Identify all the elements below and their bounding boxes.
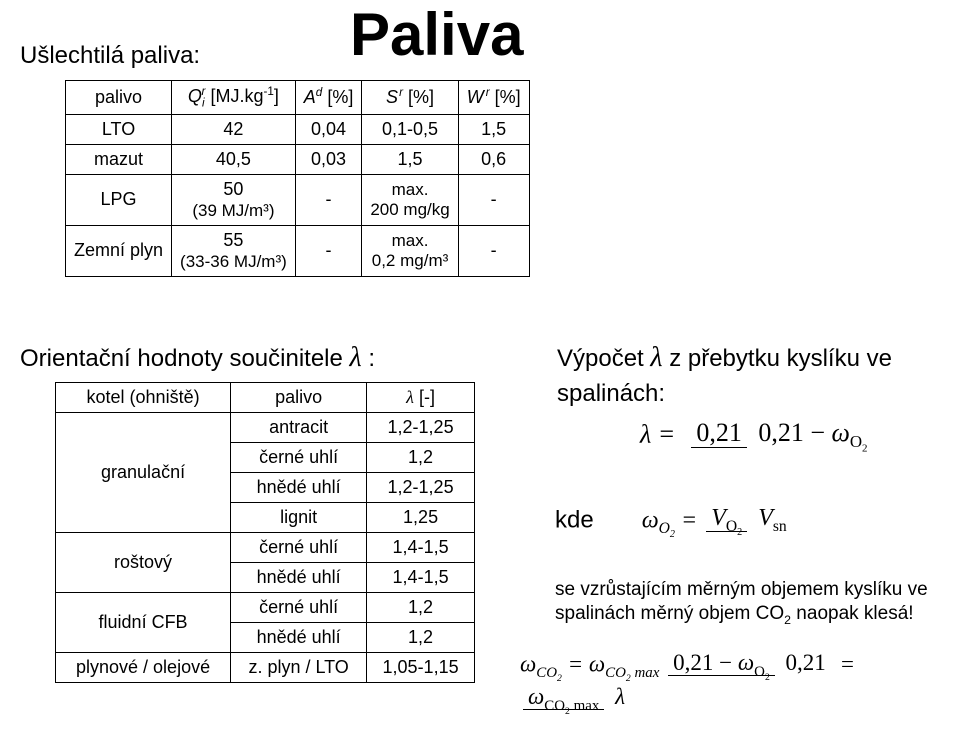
cell: 0,04	[295, 114, 362, 144]
cell: -	[458, 225, 529, 276]
lambda-table: kotel (ohniště) palivo λ [-] granulační …	[55, 382, 475, 683]
cell: 1,2	[367, 593, 475, 623]
cell: 1,5	[458, 114, 529, 144]
cell: kotel (ohniště)	[56, 383, 231, 413]
cell: 1,2-1,25	[367, 473, 475, 503]
cell: 1,2	[367, 623, 475, 653]
cell: 1,2-1,25	[367, 413, 475, 443]
cell: hnědé uhlí	[231, 473, 367, 503]
right-comment2: spalinách měrný objem CO2 naopak klesá!	[555, 602, 914, 628]
fuels-h-w: Wr [%]	[458, 81, 529, 115]
cell: -	[458, 174, 529, 225]
right-comment1: se vzrůstajícím měrným objemem kyslíku v…	[555, 578, 928, 602]
cell: 1,05-1,15	[367, 653, 475, 683]
cell: 0,03	[295, 144, 362, 174]
cell: 0,6	[458, 144, 529, 174]
cell: -	[295, 225, 362, 276]
fuels-table: palivo Qir [MJ.kg-1] Ad [%] Sr [%] Wr [%…	[65, 80, 530, 277]
cell: plynové / olejové	[56, 653, 231, 683]
cell: hnědé uhlí	[231, 563, 367, 593]
cell: 50(39 MJ/m³)	[172, 174, 296, 225]
cell: -	[295, 174, 362, 225]
section-lambda-label: Orientační hodnoty součinitele λ :	[20, 342, 375, 374]
cell: mazut	[66, 144, 172, 174]
section-fuels-label: Ušlechtilá paliva:	[20, 42, 200, 70]
cell: 42	[172, 114, 296, 144]
cell: λ [-]	[367, 383, 475, 413]
cell: LTO	[66, 114, 172, 144]
eq-omega: kde ωO2 = VO2 Vsn	[555, 505, 795, 540]
cell: černé uhlí	[231, 533, 367, 563]
page-title: Paliva	[350, 0, 523, 69]
fuels-h-s: Sr [%]	[362, 81, 458, 115]
cell: granulační	[56, 413, 231, 533]
cell: antracit	[231, 413, 367, 443]
cell: 1,4-1,5	[367, 563, 475, 593]
fuels-h-palivo: palivo	[66, 81, 172, 115]
cell: 55(33-36 MJ/m³)	[172, 225, 296, 276]
eq-co2: ωCO2 = ωCO2 max 0,21 − ωO2 0,21 = ωCO2 m…	[520, 650, 960, 717]
cell: černé uhlí	[231, 593, 367, 623]
fuels-h-q: Qir [MJ.kg-1]	[172, 81, 296, 115]
cell: 1,5	[362, 144, 458, 174]
eq-lambda: λ = 0,21 0,21 − ωO2	[640, 418, 876, 455]
cell: LPG	[66, 174, 172, 225]
cell: 1,4-1,5	[367, 533, 475, 563]
cell: Zemní plyn	[66, 225, 172, 276]
cell: hnědé uhlí	[231, 623, 367, 653]
cell: fluidní CFB	[56, 593, 231, 653]
cell: palivo	[231, 383, 367, 413]
right-line2: spalinách:	[557, 380, 665, 408]
fuels-h-a: Ad [%]	[295, 81, 362, 115]
cell: 0,1-0,5	[362, 114, 458, 144]
cell: 1,25	[367, 503, 475, 533]
cell: černé uhlí	[231, 443, 367, 473]
right-line1: Výpočet λ z přebytku kyslíku ve	[557, 342, 892, 374]
cell: 40,5	[172, 144, 296, 174]
cell: 1,2	[367, 443, 475, 473]
cell: max.200 mg/kg	[362, 174, 458, 225]
cell: lignit	[231, 503, 367, 533]
cell: z. plyn / LTO	[231, 653, 367, 683]
cell: max.0,2 mg/m³	[362, 225, 458, 276]
cell: roštový	[56, 533, 231, 593]
